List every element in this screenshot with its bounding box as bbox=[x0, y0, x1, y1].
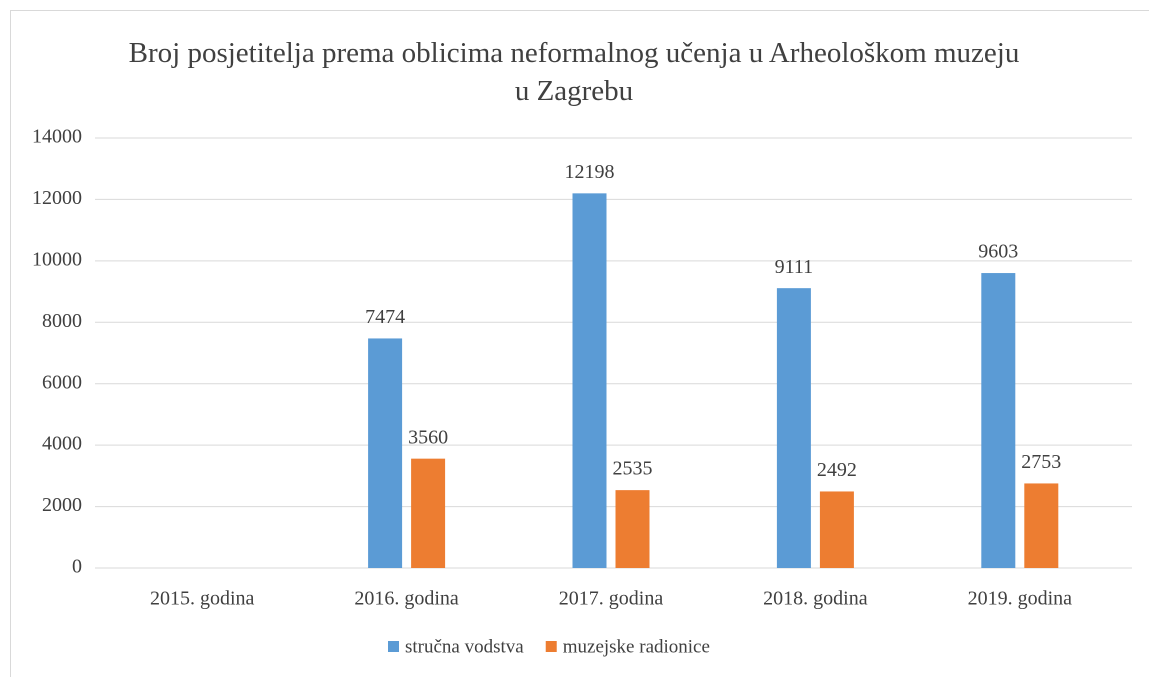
bar bbox=[981, 273, 1016, 568]
data-label: 9111 bbox=[775, 256, 814, 278]
y-tick-label: 12000 bbox=[32, 187, 82, 209]
data-label: 7474 bbox=[365, 306, 405, 328]
x-tick-label: 2018. godina bbox=[763, 588, 868, 610]
y-tick-label: 6000 bbox=[42, 371, 82, 393]
y-tick-label: 14000 bbox=[32, 126, 82, 148]
x-tick-label: 2015. godina bbox=[150, 588, 255, 610]
x-tick-label: 2016. godina bbox=[354, 588, 459, 610]
bar bbox=[819, 491, 854, 568]
data-label: 12198 bbox=[565, 161, 615, 183]
y-tick-label: 4000 bbox=[42, 433, 82, 455]
data-label: 2753 bbox=[1021, 451, 1061, 473]
x-tick-label: 2017. godina bbox=[559, 588, 664, 610]
data-label: 9603 bbox=[978, 241, 1018, 263]
chart-frame bbox=[10, 10, 1149, 677]
bar bbox=[368, 338, 403, 568]
bar bbox=[1024, 483, 1059, 568]
legend-label: muzejske radionice bbox=[563, 636, 710, 657]
y-tick-label: 8000 bbox=[42, 310, 82, 332]
bar bbox=[411, 458, 446, 568]
y-tick-label: 10000 bbox=[32, 248, 82, 270]
data-label: 2535 bbox=[613, 458, 653, 480]
legend-swatch bbox=[545, 641, 557, 652]
chart-title: Broj posjetitelja prema oblicima neforma… bbox=[128, 37, 1020, 107]
data-label: 3560 bbox=[408, 426, 448, 448]
y-tick-label: 0 bbox=[72, 556, 82, 578]
bar bbox=[572, 193, 607, 568]
bar bbox=[776, 288, 811, 568]
x-tick-label: 2019. godina bbox=[968, 588, 1073, 610]
legend-swatch bbox=[388, 641, 399, 652]
bar bbox=[615, 490, 650, 568]
data-label: 2492 bbox=[817, 459, 857, 481]
legend-label: stručna vodstva bbox=[405, 636, 524, 657]
y-tick-label: 2000 bbox=[42, 494, 82, 516]
